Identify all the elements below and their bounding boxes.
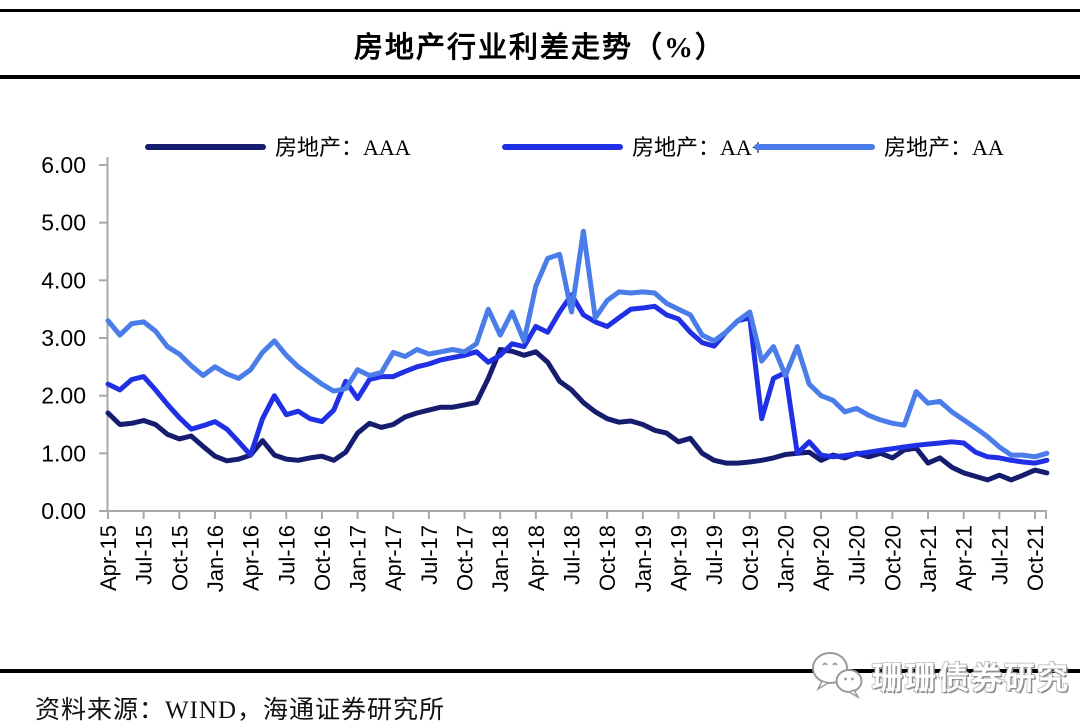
y-axis-label: 6.00 — [41, 152, 86, 178]
data-source-note: 资料来源：WIND，海通证券研究所 — [35, 697, 446, 724]
y-axis-label: 2.00 — [41, 383, 86, 409]
x-axis-label: Apr-18 — [524, 525, 549, 591]
series-line-AA — [105, 228, 1050, 460]
x-axis-label: Oct-15 — [167, 525, 192, 591]
watermark: 珊珊债券研究 — [808, 648, 1070, 702]
x-axis-label: Jan-16 — [203, 525, 228, 592]
x-axis-label: Apr-17 — [381, 525, 406, 591]
x-axis-label: Jan-17 — [346, 525, 371, 592]
series-line-AAA — [105, 347, 1050, 483]
x-axis-label: Jul-20 — [845, 525, 870, 585]
x-axis-label: Jul-17 — [417, 525, 442, 585]
x-axis-label: Apr-21 — [952, 525, 977, 591]
x-axis-label: Jan-20 — [773, 525, 798, 592]
series-line-AA+ — [105, 292, 1050, 466]
y-axis-label: 1.00 — [41, 440, 86, 466]
y-axis-label: 0.00 — [41, 498, 86, 524]
x-axis-label: Oct-20 — [880, 525, 905, 591]
chart-title: 房地产行业利差走势（%） — [353, 32, 726, 64]
watermark-text: 珊珊债券研究 — [872, 660, 1070, 696]
x-axis-label: Jul-18 — [560, 525, 585, 585]
x-axis-label: Jul-15 — [132, 525, 157, 585]
wechat-icon — [812, 652, 863, 699]
x-axis-label: Apr-19 — [666, 525, 691, 591]
legend-label: 房地产：AA — [884, 135, 1004, 160]
top-divider — [0, 9, 1080, 12]
x-axis-label: Oct-21 — [1023, 525, 1048, 591]
x-axis-label: Jul-19 — [702, 525, 727, 585]
x-axis-label: Oct-18 — [595, 525, 620, 591]
x-axis-label: Jan-19 — [631, 525, 656, 592]
x-axis-label: Oct-16 — [310, 525, 335, 591]
y-axis-label: 4.00 — [41, 267, 86, 293]
x-axis-label: Jan-18 — [488, 525, 513, 592]
y-axis-label: 3.00 — [41, 325, 86, 351]
legend-label: 房地产：AAA — [275, 135, 411, 160]
spread-trend-chart: 6.00 5.00 4.00 3.00 2.00 1.00 0.00 Apr-15 Jul-15… — [41, 135, 1050, 592]
footer-divider — [0, 669, 1080, 673]
x-axis-label: Oct-19 — [738, 525, 763, 591]
title-divider — [0, 75, 1080, 79]
x-axis-label: Oct-17 — [453, 525, 478, 591]
y-axis-label: 5.00 — [41, 210, 86, 236]
x-axis-label: Apr-16 — [239, 525, 264, 591]
x-axis-label: Apr-15 — [96, 525, 121, 591]
x-axis-label: Apr-20 — [809, 525, 834, 591]
x-axis-label: Jan-21 — [916, 525, 941, 592]
x-axis-label: Jul-21 — [987, 525, 1012, 585]
legend-label: 房地产：AA+ — [632, 135, 764, 160]
x-axis-label: Jul-16 — [274, 525, 299, 585]
